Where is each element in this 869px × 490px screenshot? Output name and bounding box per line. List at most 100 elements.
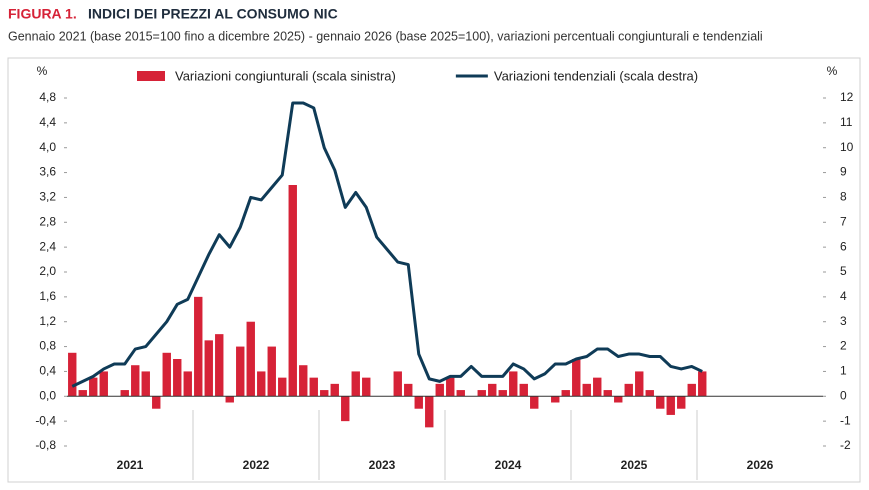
y-tick-label: 0,0 (39, 388, 56, 402)
y-tick-label: 0,8 (39, 339, 56, 353)
y2-tick-label: 1 (840, 364, 847, 378)
bar (593, 377, 602, 397)
bar (288, 185, 297, 397)
bar (162, 352, 171, 397)
y-tick-label: 4,4 (39, 115, 56, 129)
figure-label: FIGURA 1. (8, 6, 77, 22)
bar (698, 371, 707, 397)
y-tick-label: 2,0 (39, 264, 56, 278)
x-group-label: 2026 (747, 458, 774, 472)
chart-title: INDICI DEI PREZZI AL CONSUMO NIC (88, 6, 338, 22)
x-group-label: 2022 (243, 458, 270, 472)
bar (488, 383, 497, 397)
y-tick-label: 4,0 (39, 140, 56, 154)
bar (603, 390, 612, 397)
bar (183, 371, 192, 397)
bar (477, 390, 486, 397)
bar (120, 390, 129, 397)
bar (456, 390, 465, 397)
bar (278, 377, 287, 397)
x-group-label: 2025 (621, 458, 648, 472)
y2-tick-label: 10 (840, 140, 854, 154)
y-tick-label: 0,4 (39, 364, 56, 378)
bar (677, 396, 686, 409)
y2-tick-label: 2 (840, 339, 847, 353)
bar (561, 390, 570, 397)
bar (446, 377, 455, 397)
bar (656, 396, 665, 409)
bar (68, 352, 77, 397)
bar (99, 371, 108, 397)
bar (194, 296, 203, 397)
bar (78, 390, 87, 397)
bar (645, 390, 654, 397)
y2-tick-label: 12 (840, 90, 854, 104)
bar (299, 365, 308, 397)
plot-frame (7, 57, 861, 483)
y2-tick-label: 8 (840, 190, 847, 204)
bar (173, 359, 182, 397)
y2-tick-label: -2 (840, 438, 851, 452)
bar (425, 396, 434, 428)
bar (414, 396, 423, 409)
bar (498, 390, 507, 397)
bar (624, 383, 633, 397)
bar (236, 346, 245, 397)
y-tick-label: -0,4 (35, 413, 56, 427)
legend-label: Variazioni tendenziali (scala destra) (494, 68, 698, 83)
bar (404, 383, 413, 397)
bar (309, 377, 318, 397)
bar (551, 396, 560, 403)
y2-tick-label: 4 (840, 289, 847, 303)
bar (246, 321, 255, 397)
y2-tick-label: -1 (840, 413, 851, 427)
bar (582, 383, 591, 397)
bar (351, 371, 360, 397)
bar (215, 334, 224, 397)
y2-tick-label: 3 (840, 314, 847, 328)
y2-tick-label: 5 (840, 264, 847, 278)
bar (635, 371, 644, 397)
bar (614, 396, 623, 403)
y-tick-label: -0,8 (35, 438, 56, 452)
y-tick-label: 4,8 (39, 90, 56, 104)
bar (393, 371, 402, 397)
bar (341, 396, 350, 422)
bar (225, 396, 234, 403)
y2-unit: % (827, 64, 838, 78)
bar (152, 396, 161, 409)
chart-subtitle: Gennaio 2021 (base 2015=100 fino a dicem… (8, 29, 763, 43)
y-tick-label: 2,4 (39, 239, 56, 253)
bar (666, 396, 675, 415)
bar (257, 371, 266, 397)
y-tick-label: 3,6 (39, 165, 56, 179)
x-group-label: 2024 (495, 458, 522, 472)
bar (435, 383, 444, 397)
x-group-label: 2021 (117, 458, 144, 472)
bar (267, 346, 276, 397)
bar (141, 371, 150, 397)
bar (572, 359, 581, 397)
line (71, 101, 703, 388)
y2-tick-label: 7 (840, 214, 847, 228)
bar (330, 383, 339, 397)
y-tick-label: 2,8 (39, 214, 56, 228)
bar (519, 383, 528, 397)
bar (89, 377, 98, 397)
legend-swatch (137, 71, 165, 81)
y-unit: % (37, 64, 48, 78)
x-group-label: 2023 (369, 458, 396, 472)
y2-tick-label: 6 (840, 239, 847, 253)
y-tick-label: 1,6 (39, 289, 56, 303)
bar (362, 377, 371, 397)
bar (687, 383, 696, 397)
bar (509, 371, 518, 397)
y-tick-label: 3,2 (39, 190, 56, 204)
bar (320, 390, 329, 397)
y2-tick-label: 0 (840, 388, 847, 402)
bar (530, 396, 539, 409)
y-tick-label: 1,2 (39, 314, 56, 328)
y2-tick-label: 11 (840, 115, 853, 129)
bar (204, 340, 213, 397)
